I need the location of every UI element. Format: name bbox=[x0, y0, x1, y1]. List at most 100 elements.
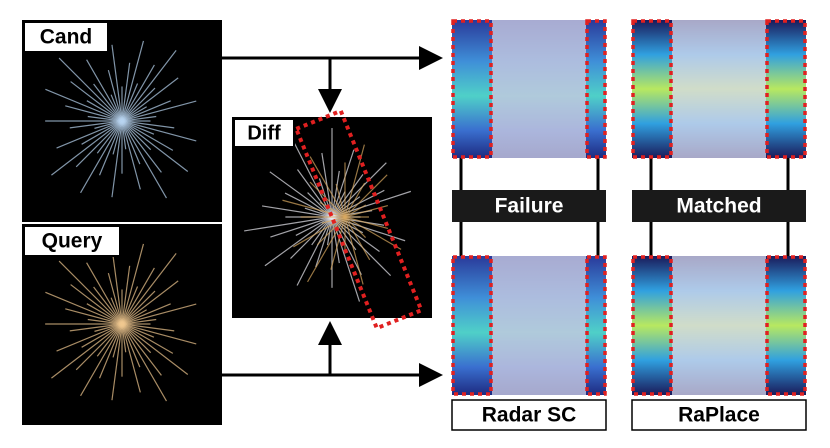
overlay bbox=[672, 20, 766, 158]
radar-ray bbox=[270, 216, 333, 238]
radar-ray bbox=[121, 265, 131, 325]
highlight-box bbox=[631, 255, 673, 396]
radar-ray bbox=[293, 216, 346, 248]
radar-ray bbox=[344, 216, 364, 285]
radar-ray bbox=[94, 323, 123, 332]
highlight-box bbox=[451, 19, 493, 159]
method-label: Radar SC bbox=[482, 404, 577, 427]
radar-ray bbox=[121, 323, 197, 345]
radar-ray bbox=[121, 323, 141, 393]
label-box bbox=[23, 225, 121, 257]
radar-ray bbox=[121, 120, 189, 172]
radar-ray bbox=[121, 100, 197, 122]
radar-ray bbox=[261, 205, 333, 218]
radar-ray bbox=[121, 267, 155, 325]
radar-ray bbox=[315, 216, 333, 268]
radar-ray bbox=[344, 216, 366, 238]
radar-ray bbox=[98, 323, 123, 379]
radar-ray bbox=[45, 291, 123, 325]
radar-ray bbox=[121, 323, 175, 332]
radar-ray bbox=[121, 323, 174, 354]
radar-ray bbox=[121, 77, 179, 122]
radar-ray bbox=[309, 156, 346, 218]
descriptors bbox=[451, 19, 807, 396]
radar-ray bbox=[344, 204, 367, 218]
radar-ray bbox=[65, 105, 123, 122]
radar-ray bbox=[51, 120, 123, 176]
radar-ray bbox=[316, 216, 346, 246]
highlight-box bbox=[631, 19, 673, 159]
panel-label: Cand bbox=[40, 26, 93, 49]
radar-ray bbox=[96, 120, 123, 154]
radar-ray bbox=[269, 171, 333, 218]
radar-ray bbox=[121, 120, 174, 151]
radar-ray bbox=[296, 169, 333, 218]
radar-ray bbox=[121, 309, 147, 325]
radar-ray bbox=[121, 323, 127, 353]
radar-ray bbox=[86, 262, 123, 325]
radar-ray bbox=[121, 120, 162, 173]
radar-ray bbox=[331, 191, 346, 218]
radar-ray bbox=[121, 120, 141, 190]
radar-ray bbox=[121, 323, 189, 375]
radar-ray bbox=[86, 100, 123, 122]
radar-ray bbox=[121, 290, 156, 325]
radar-ray bbox=[45, 88, 123, 122]
radar-ray bbox=[331, 216, 362, 275]
radar-ray bbox=[331, 216, 340, 264]
radar-ray bbox=[121, 323, 167, 402]
radar-ray bbox=[121, 87, 156, 122]
radar-ray bbox=[93, 286, 123, 325]
radar-ray bbox=[121, 303, 171, 325]
radar-ray bbox=[56, 323, 123, 352]
radar-ray bbox=[330, 216, 346, 270]
radar-ray bbox=[87, 115, 123, 122]
radar-ray bbox=[121, 303, 197, 325]
radar-ray bbox=[111, 120, 123, 198]
status-box bbox=[632, 190, 806, 222]
radar-ray bbox=[121, 120, 141, 165]
radar-ray bbox=[112, 323, 123, 358]
highlight-box bbox=[293, 108, 424, 331]
radar-ray bbox=[121, 40, 145, 122]
radar-ray bbox=[319, 201, 346, 218]
highlight-box bbox=[765, 255, 807, 396]
radar-ray bbox=[290, 216, 333, 259]
radar-ray bbox=[51, 323, 123, 379]
radar-ray bbox=[121, 323, 155, 338]
radar-ray bbox=[121, 120, 127, 150]
radar-ray bbox=[309, 181, 346, 218]
overlay bbox=[492, 20, 586, 158]
radar-ray bbox=[331, 162, 387, 218]
radar-ray bbox=[344, 216, 389, 230]
radar-ray bbox=[304, 207, 333, 218]
radar-ray bbox=[70, 81, 123, 122]
radar-ray bbox=[107, 272, 123, 325]
radar-ray bbox=[244, 216, 333, 232]
radar-ray bbox=[335, 183, 346, 218]
radar-ray bbox=[121, 100, 171, 122]
radar-ray bbox=[87, 318, 123, 325]
radar-ray bbox=[284, 192, 333, 218]
radar-ray bbox=[81, 120, 123, 145]
radar-ray bbox=[121, 253, 177, 325]
status-label: Failure bbox=[495, 195, 564, 218]
radar-ray bbox=[121, 115, 157, 122]
radar-ray bbox=[121, 323, 152, 354]
radar-ray bbox=[75, 323, 123, 371]
radar-ray bbox=[65, 308, 123, 325]
radar-ray bbox=[121, 286, 139, 325]
radar-ray bbox=[111, 247, 123, 325]
radar-ray bbox=[112, 120, 123, 155]
radar-ray bbox=[80, 323, 123, 397]
radar-ray bbox=[69, 120, 123, 129]
radar-ray bbox=[344, 182, 366, 218]
radar-ray bbox=[111, 44, 123, 122]
radar-ray bbox=[80, 120, 123, 194]
radar-ray bbox=[121, 120, 197, 142]
radar-ray bbox=[121, 318, 157, 325]
radar-ray bbox=[75, 120, 123, 168]
radar-ray bbox=[264, 216, 333, 267]
